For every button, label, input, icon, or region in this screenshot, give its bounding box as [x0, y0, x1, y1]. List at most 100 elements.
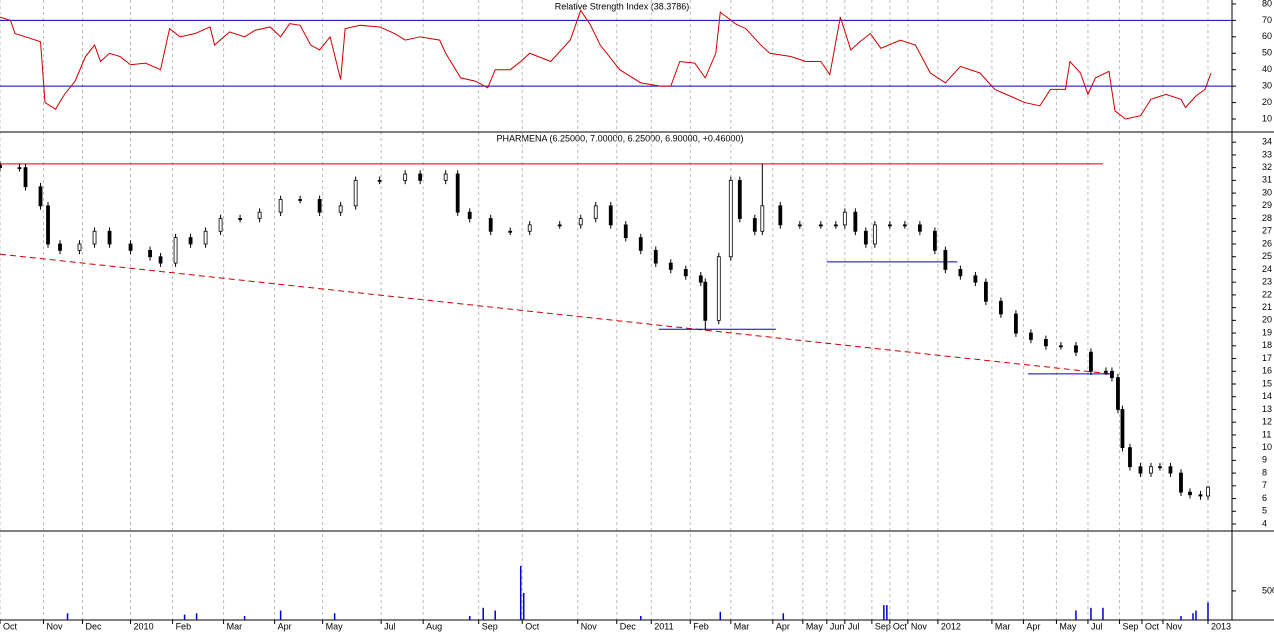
y-tick-label: 20 — [1262, 315, 1272, 325]
x-tick-label: Oct — [1145, 621, 1160, 631]
candle-body — [92, 230, 97, 245]
y-tick-label: 21 — [1262, 302, 1272, 312]
volume-bar — [1075, 610, 1077, 620]
x-tick-label: Nov — [581, 621, 598, 631]
candle-body — [818, 224, 823, 227]
candle-body — [527, 224, 532, 232]
candle-body — [353, 179, 358, 207]
y-tick-label: 26 — [1262, 238, 1272, 248]
candle-body — [203, 230, 208, 245]
candle-body — [728, 179, 733, 258]
candle-body — [418, 173, 423, 181]
rsi-line — [0, 9, 1212, 120]
y-tick-label: 10 — [1262, 113, 1272, 123]
y-tick-label: 5 — [1262, 506, 1267, 516]
candle-body — [863, 230, 868, 245]
volume-bar — [1207, 602, 1209, 620]
x-tick-label: May — [1059, 621, 1077, 631]
y-tick-label: 11 — [1262, 429, 1271, 439]
candle-body — [999, 300, 1003, 315]
candle-body — [1188, 491, 1192, 496]
price-title: PHARMENA (6.25000, 7.00000, 6.25000, 6.9… — [497, 133, 744, 143]
candle-body — [778, 205, 783, 226]
candle-body — [1128, 447, 1132, 468]
y-tick-label: 27 — [1262, 226, 1272, 236]
candle-body — [1059, 345, 1063, 348]
candle-body — [1168, 466, 1173, 474]
x-tick-label: Apr — [1026, 621, 1040, 631]
candle-body — [760, 205, 765, 232]
x-tick-label: May — [806, 621, 824, 631]
candle-body — [737, 179, 742, 219]
candle-body — [443, 173, 448, 181]
x-tick-label: Nov — [1166, 621, 1183, 631]
candle-body — [257, 211, 262, 219]
x-tick-label: Sep — [1122, 621, 1138, 631]
candle-body — [958, 269, 963, 277]
candle-body — [1029, 332, 1033, 340]
candle-body — [17, 167, 22, 170]
x-tick-label: Aug — [426, 621, 442, 631]
candle-body — [1206, 486, 1210, 497]
y-tick-label: 60 — [1262, 31, 1272, 41]
candle-body — [128, 243, 133, 251]
candle-body — [455, 173, 460, 213]
candle-body — [38, 186, 43, 207]
candle-body — [842, 211, 847, 226]
y-tick-label: 40 — [1262, 64, 1272, 74]
rsi-title: Relative Strength Index (38.3786) — [555, 1, 690, 11]
candle-body — [623, 224, 628, 239]
volume-bar — [883, 605, 885, 620]
candle-body — [1179, 472, 1183, 493]
candle-body — [668, 262, 673, 270]
candle-body — [158, 256, 163, 264]
x-tick-label: 2012 — [941, 621, 961, 631]
y-tick-label: 50000 — [1262, 585, 1274, 595]
candle-body — [238, 218, 242, 220]
x-tick-label: Sep — [875, 621, 891, 631]
y-tick-label: 34 — [1262, 137, 1272, 147]
volume-bar — [66, 613, 69, 620]
volume-bar — [468, 615, 471, 620]
volume-bar — [195, 613, 198, 620]
candle-body — [1116, 377, 1120, 410]
y-tick-label: 16 — [1262, 366, 1272, 376]
candle-body — [377, 179, 382, 182]
x-tick-label: 2011 — [654, 621, 673, 631]
candle-body — [917, 224, 922, 232]
candle-body — [58, 243, 62, 251]
candle-body — [872, 224, 877, 245]
candle-body — [488, 218, 493, 232]
y-tick-label: 20 — [1262, 97, 1272, 107]
candle-body — [683, 269, 688, 277]
candle-body — [0, 164, 2, 169]
x-tick-label: Dec — [86, 621, 103, 631]
y-tick-label: 7 — [1262, 480, 1267, 490]
candle-body — [797, 224, 802, 227]
x-tick-label: Apr — [776, 621, 790, 631]
candle-body — [278, 199, 283, 213]
volume-bar — [1192, 613, 1194, 620]
y-tick-label: 23 — [1262, 277, 1272, 287]
x-tick-label: Nov — [911, 621, 928, 631]
candle-body — [1149, 466, 1153, 474]
candle-body — [508, 230, 513, 233]
volume-bar — [1102, 607, 1104, 620]
y-tick-label: 6 — [1262, 493, 1267, 503]
y-tick-label: 31 — [1262, 175, 1272, 185]
candle-body — [148, 249, 152, 258]
candle-body — [173, 237, 178, 264]
candle-body — [608, 205, 613, 226]
x-tick-label: Nov — [47, 621, 64, 631]
y-tick-label: 17 — [1262, 353, 1272, 363]
x-tick-label: Jul — [848, 621, 860, 631]
candle-body — [77, 243, 82, 251]
candle-body — [653, 249, 658, 264]
candle-body — [1158, 466, 1162, 469]
candle-body — [317, 199, 322, 213]
volume-bar — [719, 611, 722, 620]
candle-body — [1044, 339, 1048, 347]
volume-bar — [640, 615, 642, 620]
candle-body — [23, 167, 28, 188]
